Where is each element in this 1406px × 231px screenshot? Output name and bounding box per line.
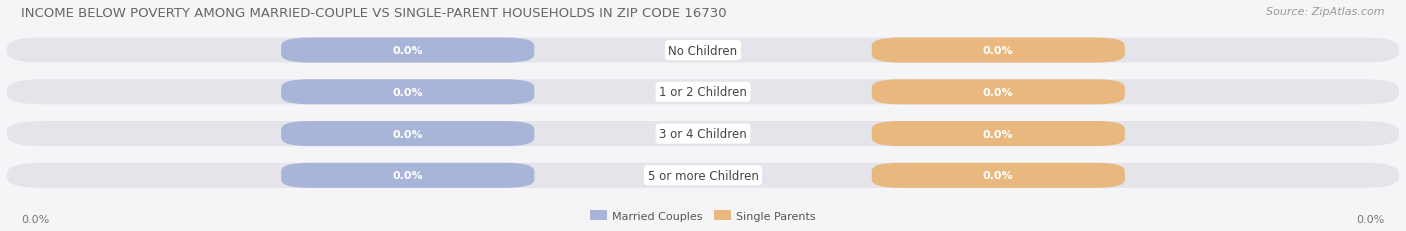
FancyBboxPatch shape — [7, 163, 1399, 188]
Text: 0.0%: 0.0% — [392, 46, 423, 56]
FancyBboxPatch shape — [872, 38, 1125, 63]
FancyBboxPatch shape — [281, 80, 534, 105]
Text: 0.0%: 0.0% — [983, 170, 1014, 181]
Text: 0.0%: 0.0% — [983, 129, 1014, 139]
Text: 5 or more Children: 5 or more Children — [648, 169, 758, 182]
Text: No Children: No Children — [668, 44, 738, 57]
FancyBboxPatch shape — [281, 38, 534, 63]
FancyBboxPatch shape — [281, 122, 534, 146]
Text: 1 or 2 Children: 1 or 2 Children — [659, 86, 747, 99]
FancyBboxPatch shape — [7, 80, 1399, 105]
FancyBboxPatch shape — [7, 122, 1399, 146]
Text: 3 or 4 Children: 3 or 4 Children — [659, 128, 747, 140]
Text: 0.0%: 0.0% — [21, 214, 49, 224]
FancyBboxPatch shape — [7, 38, 1399, 63]
Legend: Married Couples, Single Parents: Married Couples, Single Parents — [586, 206, 820, 225]
Text: Source: ZipAtlas.com: Source: ZipAtlas.com — [1267, 7, 1385, 17]
Text: 0.0%: 0.0% — [1357, 214, 1385, 224]
Text: 0.0%: 0.0% — [983, 46, 1014, 56]
Text: INCOME BELOW POVERTY AMONG MARRIED-COUPLE VS SINGLE-PARENT HOUSEHOLDS IN ZIP COD: INCOME BELOW POVERTY AMONG MARRIED-COUPL… — [21, 7, 727, 20]
FancyBboxPatch shape — [872, 80, 1125, 105]
Text: 0.0%: 0.0% — [392, 170, 423, 181]
FancyBboxPatch shape — [872, 122, 1125, 146]
Text: 0.0%: 0.0% — [392, 87, 423, 97]
Text: 0.0%: 0.0% — [983, 87, 1014, 97]
Text: 0.0%: 0.0% — [392, 129, 423, 139]
FancyBboxPatch shape — [872, 163, 1125, 188]
FancyBboxPatch shape — [281, 163, 534, 188]
